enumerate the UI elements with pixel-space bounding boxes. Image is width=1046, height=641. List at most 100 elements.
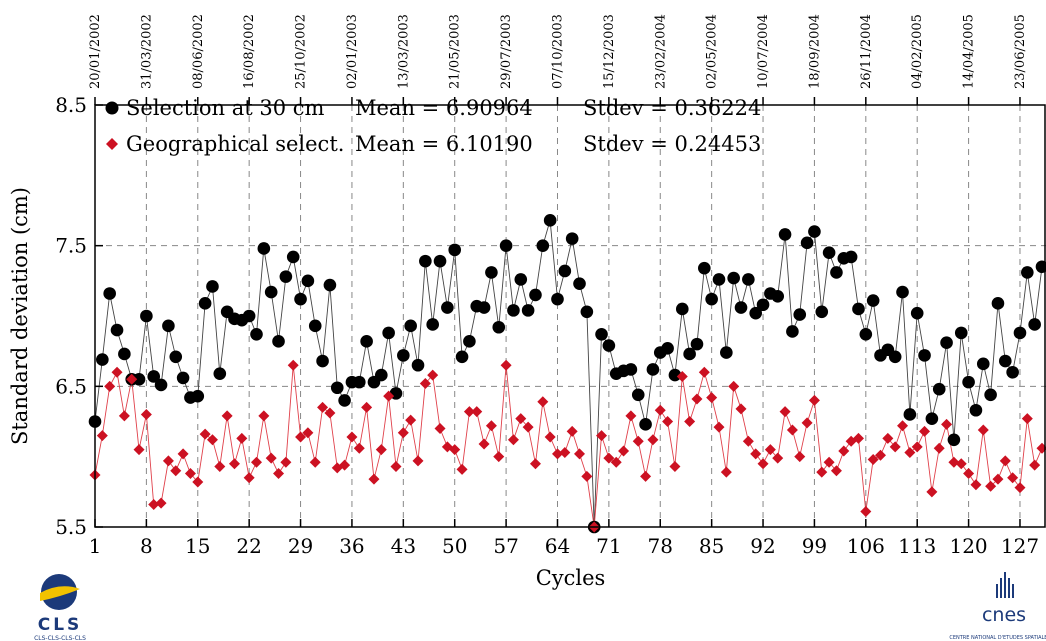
data-point-selection: [749, 306, 762, 320]
data-point-selection: [536, 239, 550, 252]
plot-frame: [94, 104, 1046, 528]
top-date-label: 16/08/2002: [242, 14, 257, 89]
data-point-geographical: [118, 410, 130, 422]
data-point-geographical: [478, 438, 490, 450]
data-point-geographical: [471, 406, 483, 418]
data-point-selection: [507, 304, 520, 317]
data-point-selection: [279, 270, 293, 283]
top-date-label: 07/10/2003: [550, 14, 565, 89]
data-point-geographical: [383, 390, 395, 402]
data-point-selection: [499, 239, 513, 252]
data-point-selection: [110, 323, 124, 337]
x-tick-label: 36: [339, 534, 364, 558]
data-point-geographical: [339, 459, 351, 471]
data-point-selection: [463, 335, 476, 348]
data-point-geographical: [265, 452, 277, 464]
data-point-geographical: [236, 432, 248, 444]
data-point-geographical: [243, 472, 255, 484]
data-point-selection: [1006, 365, 1019, 379]
data-point-geographical: [162, 455, 174, 467]
data-point-selection: [976, 357, 990, 371]
data-point-selection: [103, 287, 116, 300]
data-point-geographical: [684, 416, 696, 427]
cnes-logo-bar: [996, 584, 998, 598]
data-point-geographical: [823, 456, 835, 468]
data-point-selection: [426, 318, 439, 331]
data-point-selection: [441, 301, 454, 314]
y-tick-label: 8.5: [55, 93, 87, 117]
cnes-logo-bar: [1012, 584, 1014, 598]
data-point-selection: [940, 336, 953, 350]
data-point-geographical: [111, 366, 123, 378]
data-point-selection: [338, 394, 351, 407]
data-point-geographical: [1007, 472, 1019, 484]
data-point-selection: [734, 301, 748, 314]
legend-series-name: Selection at 30 cm: [126, 96, 325, 120]
data-point-geographical: [317, 401, 329, 413]
data-point-selection: [573, 277, 586, 290]
data-point-selection: [140, 309, 153, 323]
data-point-selection: [1035, 260, 1046, 274]
top-date-label: 14/04/2005: [962, 14, 977, 89]
data-point-selection: [771, 290, 785, 303]
data-point-geographical: [170, 465, 182, 477]
data-point-geographical: [544, 431, 556, 443]
data-point-geographical: [772, 452, 784, 464]
data-point-geographical: [808, 394, 820, 406]
data-point-geographical: [970, 479, 982, 491]
data-point-selection: [690, 337, 704, 351]
data-point-geographical: [309, 456, 321, 468]
data-point-geographical: [177, 448, 189, 460]
data-point-geographical: [456, 463, 468, 475]
data-point-selection: [830, 266, 843, 279]
data-point-selection: [595, 327, 608, 341]
data-point-selection: [154, 378, 168, 392]
data-point-geographical: [852, 432, 864, 444]
data-point-geographical: [1021, 413, 1033, 425]
data-point-selection: [301, 274, 315, 288]
data-point-selection: [808, 225, 821, 238]
top-date-label: 02/01/2003: [345, 14, 360, 89]
data-point-geographical: [324, 407, 336, 419]
data-point-geographical: [992, 473, 1004, 485]
data-point-selection: [96, 353, 109, 366]
data-point-geographical: [963, 468, 975, 480]
cls-logo-subtext: CLS-CLS-CLS-CLS: [34, 635, 86, 641]
cnes-logo: cnes CENTRE NATIONAL D'ETUDES SPATIALES: [949, 572, 1046, 641]
data-point-geographical: [287, 359, 299, 371]
data-point-selection: [969, 403, 983, 417]
data-point-selection: [551, 292, 564, 306]
data-point-selection: [998, 354, 1012, 368]
top-date-label: 08/06/2002: [191, 14, 206, 89]
data-point-selection: [962, 375, 975, 389]
data-point-selection: [910, 306, 924, 320]
data-point-selection: [698, 261, 711, 275]
data-point-geographical: [750, 448, 762, 460]
data-point-geographical: [1036, 442, 1046, 454]
cls-logo-text: CLS: [38, 615, 83, 635]
top-date-label: 21/05/2003: [448, 14, 463, 89]
data-point-selection: [250, 327, 263, 341]
data-point-geographical: [228, 458, 240, 470]
data-point-selection: [822, 246, 836, 259]
top-date-label: 26/11/2004: [859, 14, 874, 89]
data-point-geographical: [691, 393, 703, 405]
data-point-geographical: [221, 410, 233, 422]
data-point-selection: [668, 368, 682, 382]
top-date-label: 18/09/2004: [807, 14, 822, 89]
data-point-geographical: [302, 427, 314, 439]
data-point-selection: [888, 350, 902, 364]
data-point-geographical: [654, 404, 666, 416]
data-point-geographical: [96, 430, 108, 442]
top-date-label: 25/10/2002: [294, 14, 309, 89]
data-point-geographical: [353, 442, 365, 454]
data-point-selection: [316, 354, 329, 368]
data-point-geographical: [214, 461, 226, 473]
data-point-selection: [323, 278, 337, 292]
data-point-selection: [631, 388, 645, 402]
data-point-geographical: [713, 421, 725, 433]
y-tick-label: 7.5: [55, 234, 87, 258]
data-point-geographical: [618, 445, 630, 457]
